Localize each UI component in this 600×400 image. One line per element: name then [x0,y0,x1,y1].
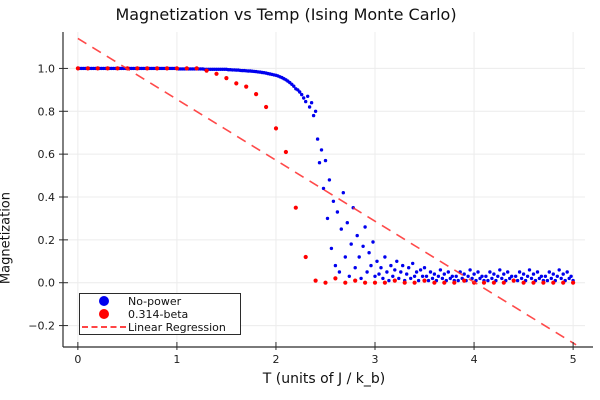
legend-label: No-power [128,294,182,308]
y-tick-label: 0.0 [38,277,56,290]
x-tick-label: 1 [173,353,180,366]
chart-title: Magnetization vs Temp (Ising Monte Carlo… [115,5,457,24]
legend-item-no-power: No-power [80,295,240,308]
y-tick-label: 0.8 [38,105,56,118]
dashed-line-icon [82,326,126,328]
x-tick-label: 4 [471,353,478,366]
legend-item-regression: Linear Regression [80,321,240,334]
legend-label: Linear Regression [128,320,226,334]
x-tick-label: 3 [372,353,379,366]
y-tick-label: 0.4 [38,191,56,204]
y-tick-label: 1.0 [38,62,56,75]
y-tick-label: −0.2 [28,320,55,333]
x-tick-label: 2 [272,353,279,366]
y-tick-label: 0.6 [38,148,56,161]
x-axis-label: T (units of J / k_b) [262,371,386,387]
red-dot-icon [99,309,109,319]
blue-dot-icon [99,296,109,306]
legend-label: 0.314-beta [128,307,189,321]
y-tick-label: 0.2 [38,234,56,247]
x-tick-label: 0 [74,353,81,366]
x-tick-label: 5 [570,353,577,366]
legend: No-power 0.314-beta Linear Regression [79,293,241,335]
legend-item-beta: 0.314-beta [80,308,240,321]
